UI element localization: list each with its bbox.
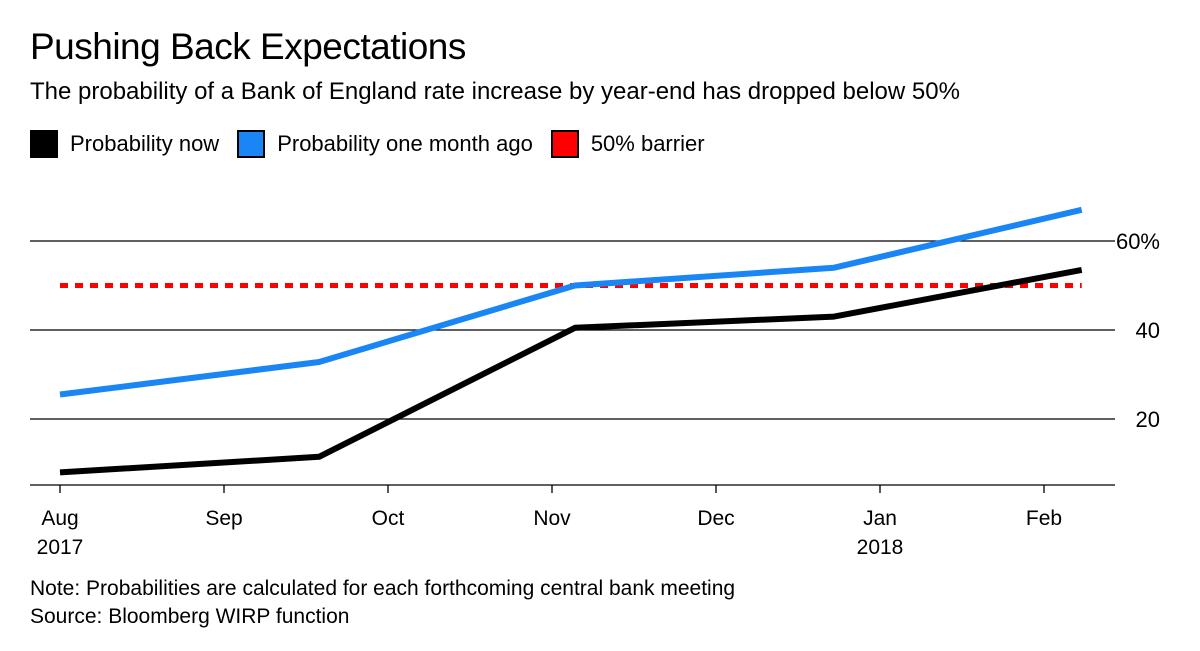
- legend: Probability now Probability one month ag…: [30, 130, 723, 158]
- series-line-probability-now: [59, 266, 1083, 476]
- x-tick-label-oct: Oct: [372, 507, 405, 530]
- x-tick-sublabel-2017: 2017: [37, 536, 84, 559]
- x-tick-label-feb: Feb: [1026, 507, 1062, 530]
- x-tick-label-jan: Jan: [863, 507, 897, 530]
- legend-swatch-50-barrier: [550, 130, 579, 158]
- legend-label-50-barrier: 50% barrier: [590, 131, 705, 156]
- x-tick-sublabel-2018: 2018: [857, 536, 904, 559]
- chart-note: Note: Probabilities are calculated for e…: [30, 577, 736, 600]
- legend-swatch-probability-month-ago: [237, 130, 266, 158]
- y-tick-label-40: 40: [1136, 318, 1160, 343]
- series-line-probability-one-month-ago: [59, 206, 1083, 398]
- chart-source: Source: Bloomberg WIRP function: [30, 605, 350, 628]
- chart-subtitle: The probability of a Bank of England rat…: [30, 78, 960, 105]
- x-tick-label-aug: Aug: [41, 507, 78, 530]
- legend-item-probability-month-ago: Probability one month ago: [237, 130, 533, 158]
- x-tick-label-nov: Nov: [533, 507, 571, 530]
- legend-label-probability-month-ago: Probability one month ago: [277, 131, 533, 156]
- legend-item-probability-now: Probability now: [30, 130, 219, 158]
- x-tick-label-sep: Sep: [205, 507, 242, 530]
- y-tick-label-20: 20: [1136, 407, 1160, 432]
- x-tick-label-dec: Dec: [697, 507, 734, 530]
- y-tick-label-60: 60%: [1116, 229, 1160, 254]
- legend-item-50-barrier: 50% barrier: [550, 130, 705, 158]
- legend-swatch-probability-now: [30, 130, 58, 158]
- legend-label-probability-now: Probability now: [70, 131, 220, 156]
- chart-title: Pushing Back Expectations: [30, 26, 466, 67]
